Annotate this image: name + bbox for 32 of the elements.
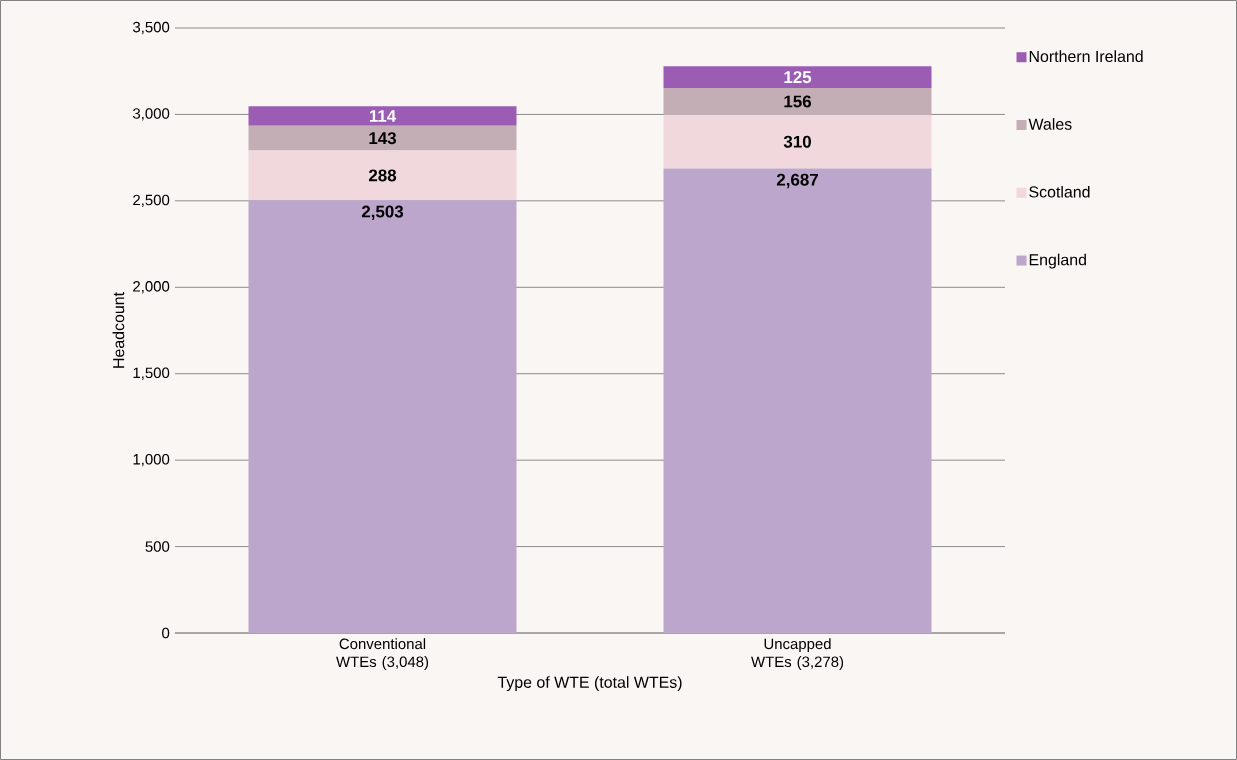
data-label: 143 (369, 132, 397, 145)
y-tick-label: 500 (145, 541, 170, 552)
bar (248, 200, 517, 633)
bar (663, 168, 932, 633)
bar (663, 66, 932, 88)
x-tick-label: Uncapped WTEs (3,278) (751, 638, 844, 671)
legend-label: England (1029, 253, 1086, 269)
bar (663, 87, 932, 115)
data-label: 156 (784, 95, 812, 108)
data-label: 310 (783, 135, 811, 148)
legend-label: Northern Ireland (1029, 50, 1143, 63)
bar (248, 125, 517, 151)
x-axis-title: Type of WTE (total WTEs) (497, 676, 682, 692)
y-tick-label: 2,000 (133, 281, 170, 294)
bar (248, 106, 517, 126)
y-tick-label: 1,000 (133, 453, 170, 467)
y-tick-label: 0 (162, 627, 170, 639)
y-tick-label: 3,000 (132, 108, 170, 121)
data-label: 2,503 (361, 205, 404, 220)
data-label: 125 (784, 71, 812, 84)
data-label: 2,687 (776, 173, 818, 189)
bar (663, 114, 932, 169)
data-label: 288 (368, 169, 397, 182)
data-label: 114 (369, 110, 397, 122)
x-tick-label: Conventional WTEs (3,048) (336, 638, 429, 671)
y-tick-label: 3,500 (132, 21, 170, 35)
y-axis-title: Headcount (112, 292, 125, 368)
legend-label: Scotland (1029, 185, 1090, 198)
y-tick-label: 2,500 (133, 194, 170, 208)
bar (248, 150, 517, 201)
legend-label: Wales (1028, 118, 1072, 130)
y-tick-label: 1,500 (133, 367, 170, 380)
